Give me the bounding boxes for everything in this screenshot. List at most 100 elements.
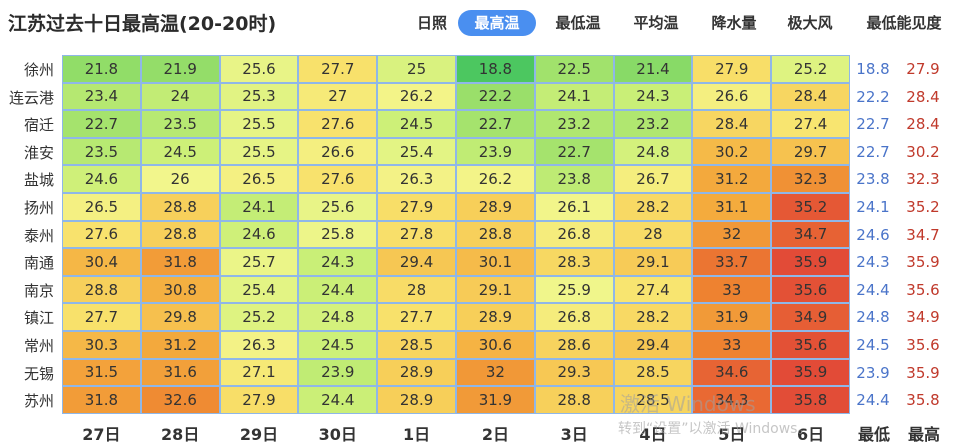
- heatmap-cell: 24.5: [141, 138, 219, 165]
- heatmap-cell: 30.4: [63, 249, 140, 275]
- heatmap-cell: 27: [299, 83, 377, 110]
- city-label: 苏州: [23, 392, 54, 411]
- row-min-value: 24.8: [856, 308, 890, 327]
- heatmap-cell: 23.9: [457, 138, 534, 165]
- heatmap-cell: 28.9: [457, 194, 534, 220]
- row-max-value: 28.4: [906, 115, 940, 134]
- tab-3[interactable]: 平均温: [633, 14, 679, 32]
- heatmap-cell: 28.5: [614, 359, 692, 386]
- heatmap-cell: 23.2: [614, 111, 692, 137]
- city-label: 盐城: [23, 171, 54, 190]
- heatmap-cell: 33: [693, 332, 771, 358]
- heatmap-cell: 32.3: [772, 166, 849, 192]
- heatmap-cell: 31.9: [457, 387, 534, 413]
- heatmap-cell: 28.8: [535, 387, 613, 413]
- heatmap-cell: 31.2: [141, 332, 219, 358]
- heatmap-cell: 29.8: [141, 304, 219, 330]
- row-min-value: 22.7: [856, 115, 890, 134]
- heatmap-cell: 25.2: [772, 56, 849, 82]
- heatmap-cell: 26.2: [457, 166, 534, 192]
- x-tick-label: 27日: [82, 425, 121, 444]
- heatmap-cell: 24.3: [299, 249, 377, 275]
- heatmap-cell: 26.2: [378, 83, 455, 110]
- heatmap-cell: 24.4: [299, 276, 377, 303]
- heatmap-cell: 27.9: [693, 56, 771, 82]
- city-label: 南通: [23, 254, 54, 273]
- heatmap-cell: 23.8: [535, 166, 613, 192]
- tab-5[interactable]: 极大风: [787, 14, 833, 32]
- row-max-value: 35.6: [906, 280, 940, 299]
- heatmap-cell: 23.5: [63, 138, 140, 165]
- heatmap-cell: 28: [614, 221, 692, 248]
- heatmap-cell: 28.9: [457, 304, 534, 330]
- heatmap-cell: 29.3: [535, 359, 613, 386]
- heatmap-cell: 26.6: [299, 138, 377, 165]
- heatmap-cell: 21.4: [614, 56, 692, 82]
- heatmap-cell: 28.8: [457, 221, 534, 248]
- row-max-value: 35.6: [906, 336, 940, 354]
- tab-0[interactable]: 日照: [416, 14, 447, 32]
- heatmap-cell: 35.8: [772, 387, 849, 413]
- heatmap-cell: 35.9: [772, 359, 849, 386]
- heatmap-cell: 28: [378, 276, 455, 303]
- heatmap-cell: 23.4: [63, 83, 140, 110]
- heatmap-cell: 25.4: [378, 138, 455, 165]
- heatmap-cell: 24.8: [299, 304, 377, 330]
- heatmap-cell: 25.4: [220, 276, 298, 303]
- heatmap-cell: 35.6: [772, 332, 849, 358]
- tab-2[interactable]: 最低温: [555, 14, 601, 32]
- heatmap-cell: 22.7: [457, 111, 534, 137]
- heatmap-cell: 34.6: [693, 359, 771, 386]
- row-max-value: 34.7: [906, 225, 940, 244]
- heatmap-cell: 29.1: [614, 249, 692, 275]
- heatmap-cell: 31.9: [693, 304, 771, 330]
- heatmap-cell: 28.5: [614, 387, 692, 413]
- heatmap-cell: 21.8: [63, 56, 140, 82]
- tab-1[interactable]: 最高温: [458, 10, 536, 36]
- heatmap-cell: 31.1: [693, 194, 771, 220]
- city-label: 泰州: [23, 226, 54, 245]
- heatmap-cell: 25.7: [220, 249, 298, 275]
- heatmap-cell: 35.2: [772, 194, 849, 220]
- row-min-value: 24.5: [856, 336, 890, 354]
- heatmap-cell: 22.7: [535, 138, 613, 165]
- row-max-value: 35.8: [906, 391, 940, 410]
- heatmap-cell: 24.6: [220, 221, 298, 248]
- heatmap-cell: 30.2: [693, 138, 771, 165]
- heatmap-cell: 28.6: [535, 332, 613, 358]
- row-max-value: 35.2: [906, 198, 940, 216]
- heatmap-cell: 21.9: [141, 56, 219, 82]
- heatmap-cell: 28.2: [614, 304, 692, 330]
- heatmap-cell: 26: [141, 166, 219, 192]
- row-min-value: 24.4: [856, 391, 890, 410]
- heatmap-cell: 35.9: [772, 249, 849, 275]
- heatmap-cell: 25.2: [220, 304, 298, 330]
- heatmap-cell: 28.8: [63, 276, 140, 303]
- heatmap-cell: 24.4: [299, 387, 377, 413]
- row-max-value: 35.9: [906, 253, 940, 272]
- row-min-value: 22.7: [856, 142, 890, 161]
- chart-title: 江苏过去十日最高温(20-20时): [8, 13, 277, 35]
- tab-6[interactable]: 最低能见度: [866, 14, 942, 32]
- heatmap-cell: 28.4: [693, 111, 771, 137]
- metric-tabs: 日照 最高温 最低温 平均温 降水量 极大风 最低能见度: [400, 10, 954, 38]
- heatmap-cell: 25: [378, 56, 455, 82]
- heatmap-cell: 28.5: [378, 332, 455, 358]
- city-label: 淮安: [23, 143, 54, 162]
- x-tick-label: 30日: [318, 425, 357, 444]
- x-tick-label: 28日: [161, 425, 200, 444]
- row-max-value: 27.9: [906, 60, 940, 78]
- heatmap-cell: 26.5: [220, 166, 298, 192]
- heatmap-cell: 25.8: [299, 221, 377, 248]
- heatmap-cell: 34.7: [772, 221, 849, 248]
- tab-4[interactable]: 降水量: [711, 14, 757, 32]
- heatmap-cell: 24.5: [299, 332, 377, 358]
- activation-watermark-hint: 转到“设置”以激活 Windows。: [618, 421, 812, 437]
- heatmap-cell: 30.8: [141, 276, 219, 303]
- row-min-value: 24.4: [856, 280, 890, 299]
- heatmap-cell: 25.5: [220, 138, 298, 165]
- heatmap-cell: 32: [693, 221, 771, 248]
- row-min-value: 23.8: [856, 170, 890, 189]
- x-tick-label: 6日: [797, 425, 825, 444]
- max-column-label: 最高: [907, 425, 940, 444]
